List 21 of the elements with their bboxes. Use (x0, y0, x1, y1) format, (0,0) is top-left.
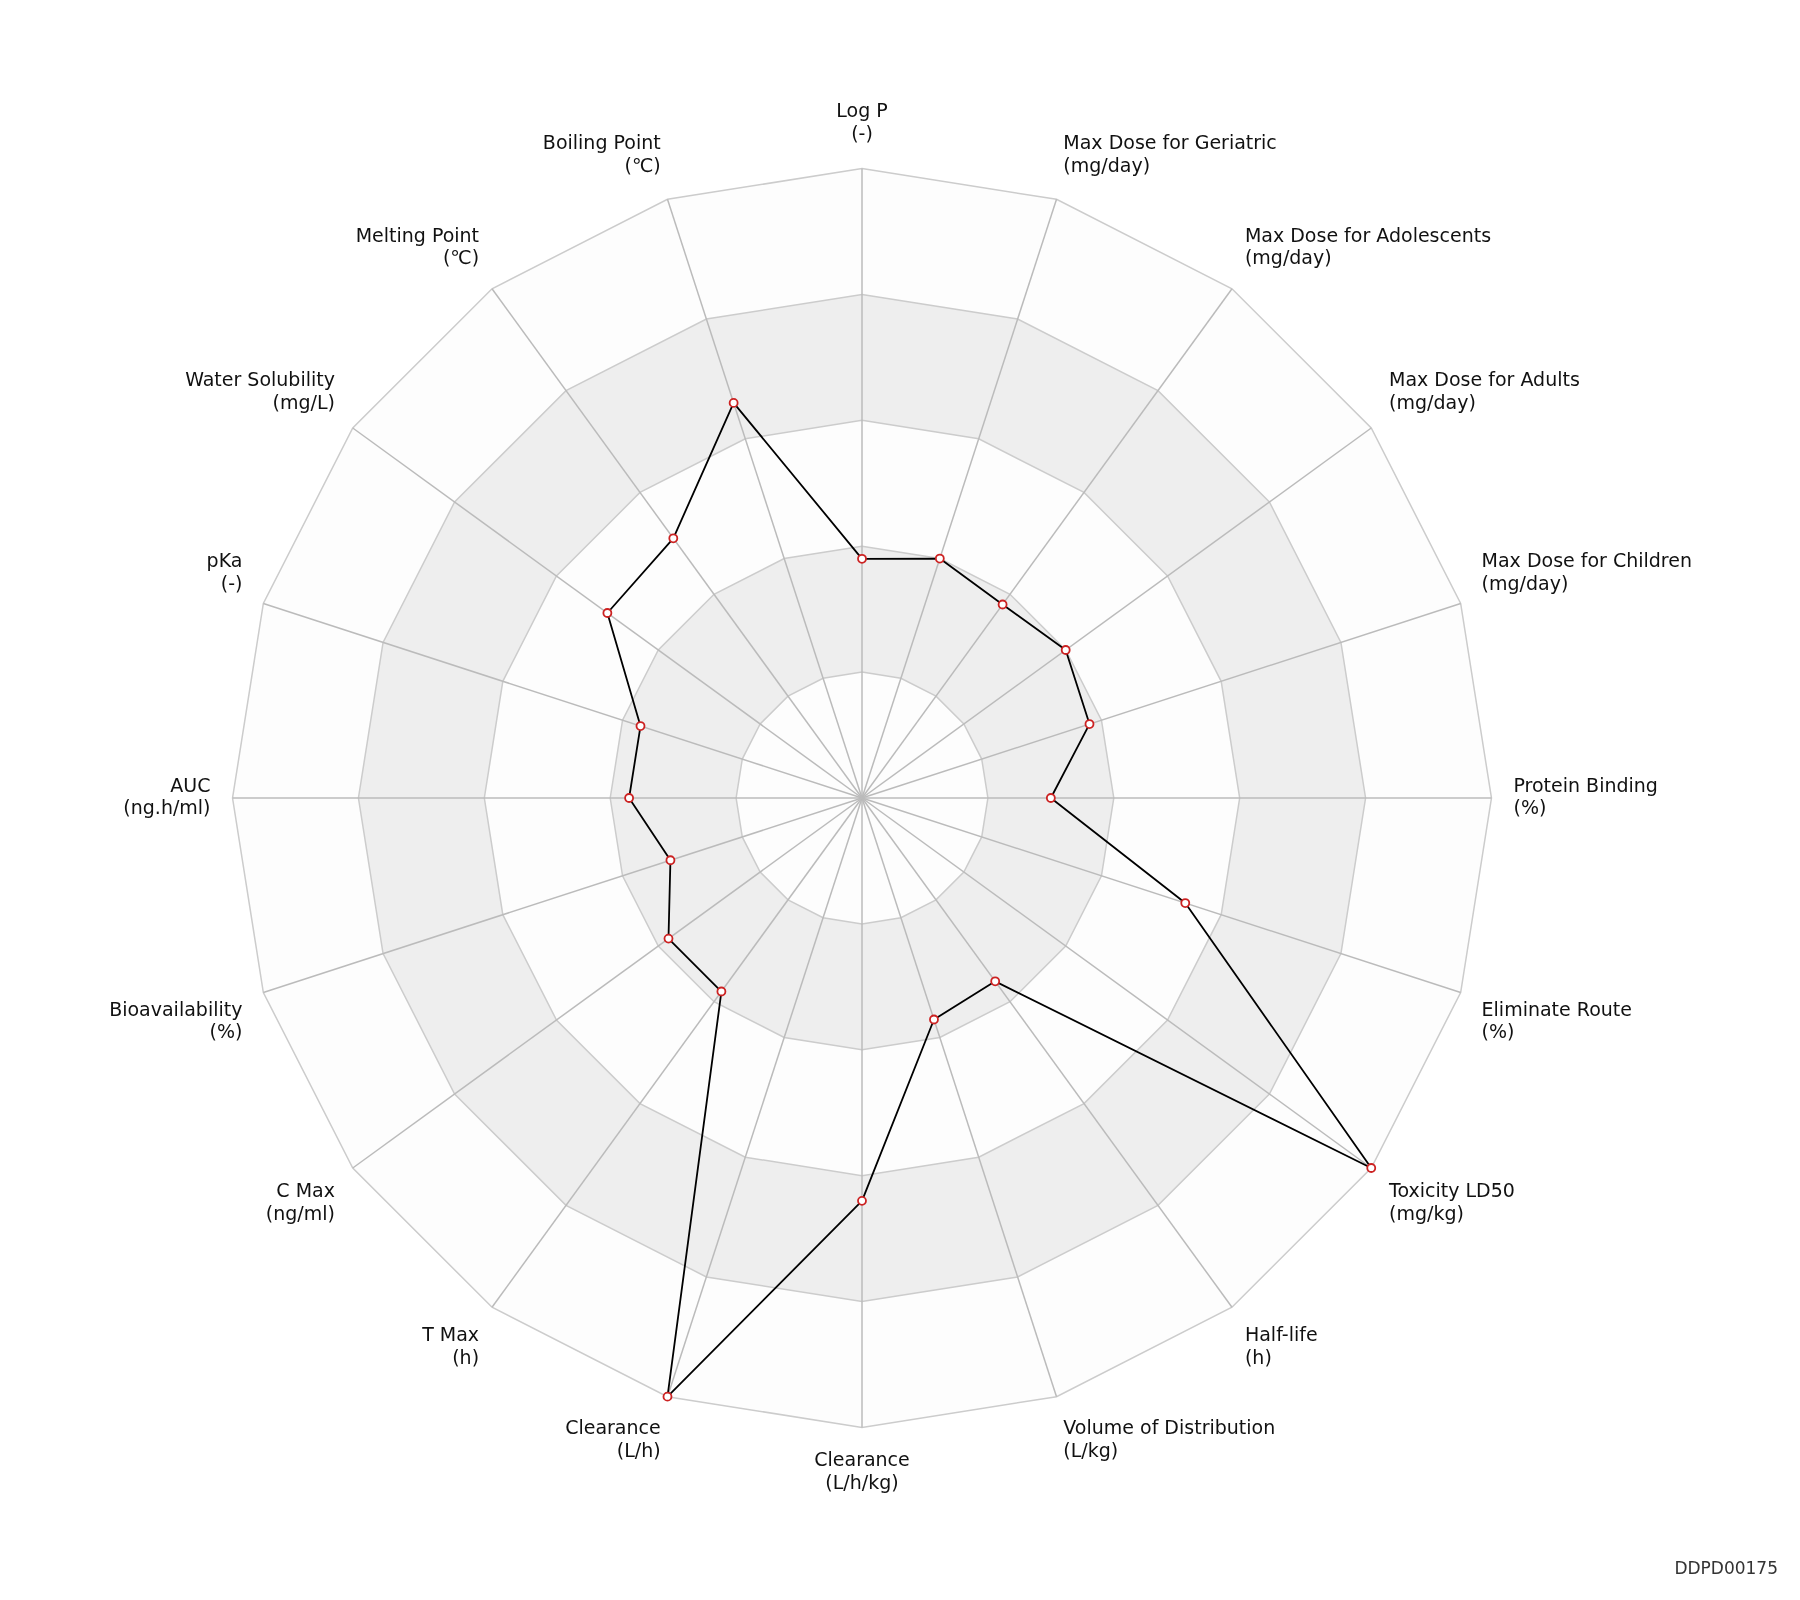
spoke-label: Log P (-) (836, 99, 888, 145)
spoke-label: Clearance (L/h/kg) (814, 1447, 910, 1493)
spoke-label: Max Dose for Adults (mg/day) (1389, 367, 1580, 413)
spoke-label: Melting Point (℃) (355, 223, 480, 269)
spoke-label: Max Dose for Adolescents (mg/day) (1244, 223, 1492, 269)
spoke-label: pKa (-) (206, 549, 243, 595)
spoke-label: Toxicity LD50 (mg/kg) (1388, 1179, 1515, 1225)
spoke-label: Volume of Distribution (L/kg) (1063, 1415, 1276, 1461)
spoke-label: C Max (ng/ml) (265, 1179, 335, 1225)
spoke-label: Bioavailability (%) (109, 997, 243, 1043)
spoke-label: Protein Binding (%) (1513, 773, 1658, 819)
text: DDPD00175 (1674, 1558, 1778, 1578)
spoke-label: AUC (ng.h/ml) (123, 773, 211, 819)
spoke-label: Max Dose for Geriatric (mg/day) (1063, 131, 1277, 176)
spoke-label: Eliminate Route (%) (1481, 997, 1632, 1043)
spoke-label: Clearance (L/h) (565, 1415, 661, 1461)
spoke-label: Boiling Point (℃) (542, 131, 661, 176)
spoke-label: Water Solubility (mg/L) (185, 367, 335, 413)
spoke-label: T Max (h) (421, 1323, 480, 1369)
spoke-label: Half-life (h) (1244, 1323, 1318, 1369)
spoke-label: Max Dose for Children (mg/day) (1481, 549, 1692, 595)
